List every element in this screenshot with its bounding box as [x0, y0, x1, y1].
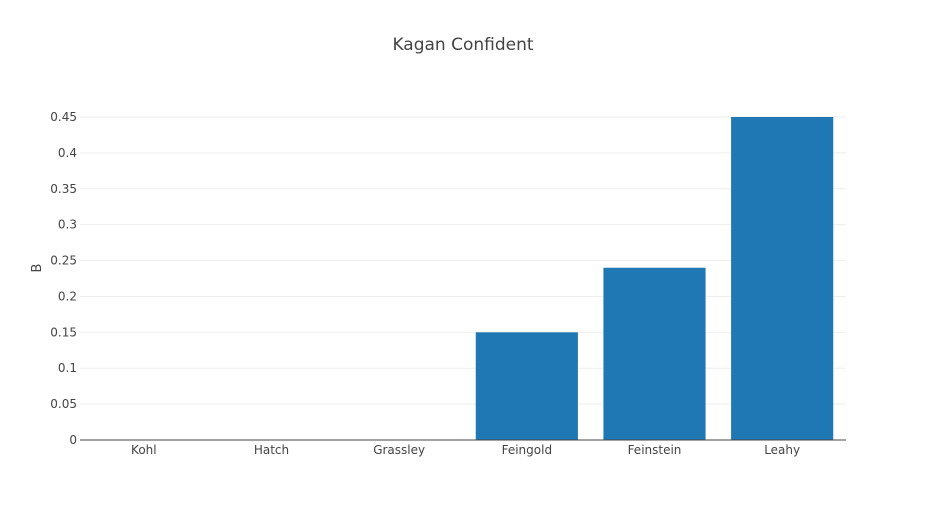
bars — [475, 117, 834, 440]
bar-feinstein — [603, 267, 706, 440]
y-tick-label: 0.25 — [50, 254, 77, 268]
y-tick-label: 0.05 — [50, 397, 77, 411]
chart-title: Kagan Confident — [392, 35, 533, 55]
y-tick-label: 0.1 — [58, 361, 77, 375]
y-tick-label: 0.2 — [58, 289, 77, 303]
y-tick-label: 0.3 — [58, 218, 77, 232]
x-tick-label: Kohl — [131, 443, 157, 457]
bar-feingold — [475, 332, 578, 440]
y-tick-label: 0.15 — [50, 325, 77, 339]
y-tick-label: 0.35 — [50, 182, 77, 196]
y-axis-label: B — [30, 264, 45, 273]
x-tick-label: Grassley — [373, 443, 425, 457]
x-tick-label: Hatch — [254, 443, 289, 457]
bar-leahy — [731, 117, 834, 440]
x-tick-label: Feinstein — [628, 443, 682, 457]
y-tick-label: 0.45 — [50, 110, 77, 124]
x-tick-label: Leahy — [764, 443, 800, 457]
x-tick-labels: Kohl Hatch Grassley Feingold Feinstein Leahy — [131, 443, 800, 457]
y-tick-label: 0 — [69, 433, 77, 447]
y-tick-labels: 0 0.05 0.1 0.15 0.2 0.25 0.3 0.35 0.4 0.45 — [50, 110, 77, 447]
x-tick-label: Feingold — [502, 443, 552, 457]
y-tick-label: 0.4 — [58, 146, 77, 160]
gridlines — [80, 116, 846, 405]
